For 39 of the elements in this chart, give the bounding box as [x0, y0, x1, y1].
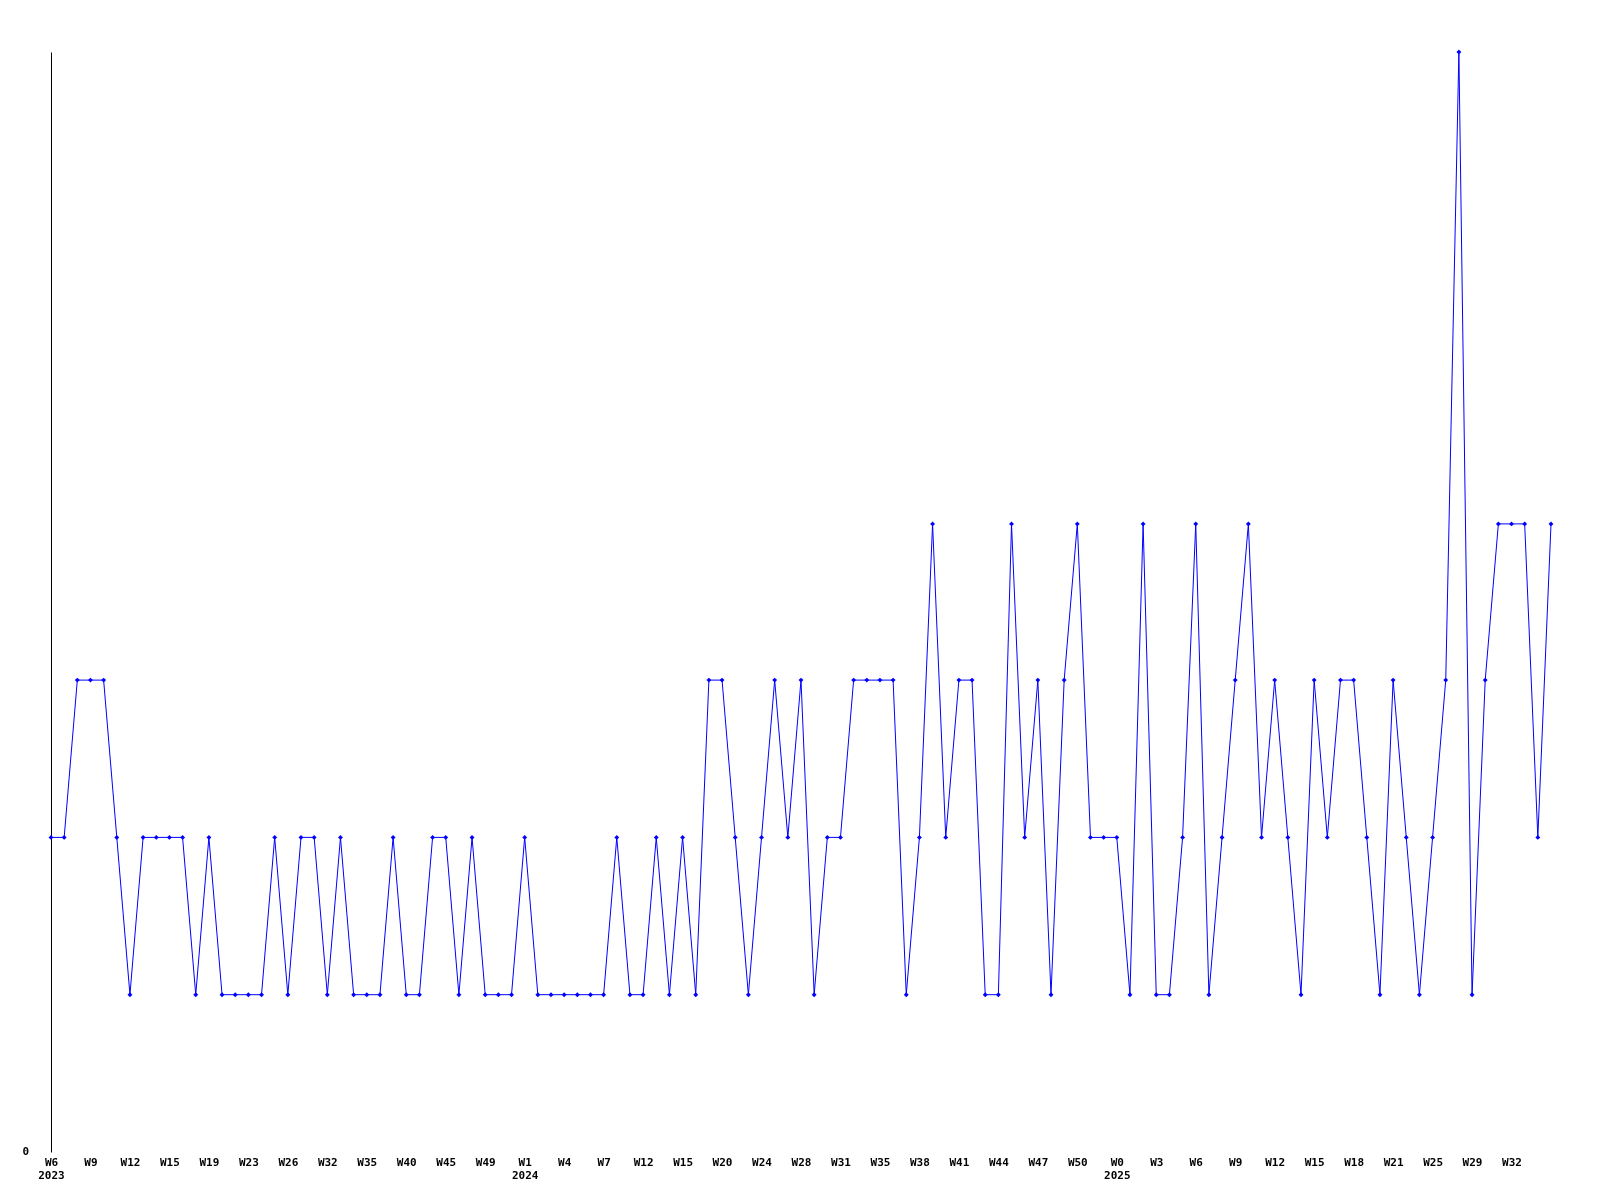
x-tick-label: W49: [475, 1155, 496, 1169]
x-tick-label: W15: [159, 1155, 180, 1169]
x-tick-label: W47: [1028, 1155, 1049, 1169]
x-tick-label: W12: [633, 1155, 654, 1169]
x-tick-label: W9: [84, 1155, 98, 1169]
x-tick-label: W35: [870, 1155, 891, 1169]
x-tick-label: W6: [1189, 1155, 1204, 1169]
x-tick-label: W25: [1423, 1155, 1444, 1169]
x-tick-label: W12: [120, 1155, 141, 1169]
x-tick-label: W29: [1462, 1155, 1483, 1169]
x-tick-label: W41: [949, 1155, 970, 1169]
x-tick-label: W23: [238, 1155, 259, 1169]
x-tick-label: W28: [791, 1155, 812, 1169]
x-tick-label: W1 2024: [511, 1155, 539, 1182]
text: 0: [22, 1145, 29, 1158]
x-tick-label: W50: [1067, 1155, 1088, 1169]
x-tick-label: W32: [317, 1155, 338, 1169]
x-tick-label: W19: [199, 1155, 220, 1169]
x-tick-label: W15: [1304, 1155, 1325, 1169]
x-tick-label: W35: [357, 1155, 378, 1169]
x-tick-label: W38: [909, 1155, 930, 1169]
x-tick-label: W0 2025: [1104, 1155, 1131, 1182]
x-tick-label: W4: [558, 1155, 572, 1169]
x-tick-label: W20: [712, 1155, 733, 1169]
x-tick-label: W7: [597, 1155, 611, 1169]
x-tick-label: W24: [752, 1155, 773, 1169]
x-tick-label: W26: [278, 1155, 299, 1169]
x-tick-label: W44: [988, 1155, 1010, 1169]
x-tick-label: W15: [673, 1155, 694, 1169]
x-tick-label: W45: [436, 1155, 457, 1169]
x-tick-label: W21: [1383, 1155, 1404, 1169]
x-tick-label: W6 2023: [38, 1155, 65, 1182]
x-tick-label: W18: [1344, 1155, 1365, 1169]
x-tick-label: W40: [396, 1155, 417, 1169]
x-tick-label: W12: [1265, 1155, 1286, 1169]
x-tick-label: W9: [1229, 1155, 1243, 1169]
x-tick-label: W32: [1502, 1155, 1522, 1169]
x-tick-label: W31: [831, 1155, 852, 1169]
x-tick-label: W3: [1150, 1155, 1164, 1169]
